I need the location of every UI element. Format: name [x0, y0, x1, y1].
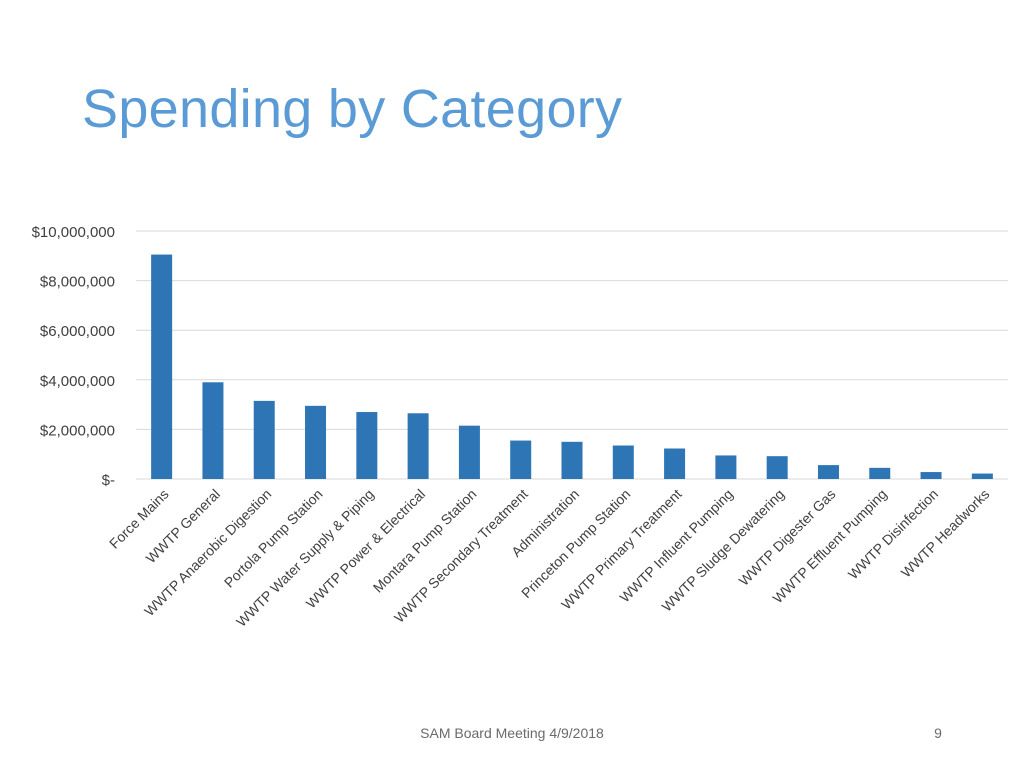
bar: [715, 455, 737, 479]
y-tick-label: $8,000,000: [40, 274, 115, 291]
bar: [356, 412, 378, 479]
y-tick-label: $2,000,000: [40, 422, 115, 439]
slide-title: Spending by Category: [82, 79, 623, 139]
bars: [151, 254, 993, 479]
bar: [561, 441, 583, 479]
x-tick-label: WWTP Disinfection: [845, 486, 941, 582]
y-axis-tick-labels: $- $2,000,000 $4,000,000 $6,000,000 $8,000,0…: [32, 224, 115, 489]
x-tick-label: WWTP Digester Gas: [736, 486, 839, 589]
bar: [869, 467, 891, 479]
bar: [971, 473, 993, 479]
x-tick-label: WWTP Headworks: [898, 486, 993, 581]
bar: [407, 413, 429, 479]
gridlines: [136, 230, 1008, 480]
bar: [305, 405, 327, 479]
bar: [612, 445, 634, 479]
y-tick-label: $4,000,000: [40, 373, 115, 390]
bar: [766, 456, 788, 479]
page-number: 9: [934, 725, 942, 741]
bar: [202, 382, 224, 479]
bar: [458, 425, 480, 479]
y-tick-label: $-: [102, 472, 115, 489]
bar: [664, 448, 686, 479]
bar: [817, 465, 839, 479]
bar: [253, 400, 275, 479]
bar: [151, 254, 173, 479]
x-tick-label: Montara Pump Station: [370, 486, 480, 596]
bar: [510, 440, 532, 479]
footer-text: SAM Board Meeting 4/9/2018: [420, 725, 604, 741]
bar: [920, 472, 942, 479]
x-tick-label: Portola Pump Station: [221, 486, 326, 591]
y-tick-label: $6,000,000: [40, 323, 115, 340]
spending-bar-chart: $- $2,000,000 $4,000,000 $6,000,000 $8,000,0…: [32, 224, 1008, 630]
y-tick-label: $10,000,000: [32, 224, 115, 241]
